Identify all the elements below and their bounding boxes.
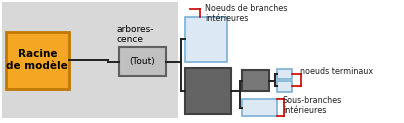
- FancyBboxPatch shape: [277, 81, 292, 92]
- FancyBboxPatch shape: [185, 68, 231, 114]
- FancyBboxPatch shape: [185, 17, 227, 62]
- FancyBboxPatch shape: [6, 32, 69, 89]
- FancyBboxPatch shape: [2, 2, 178, 118]
- Text: Racine
de modèle: Racine de modèle: [6, 49, 68, 71]
- Text: Sous-branches
intérieures: Sous-branches intérieures: [283, 96, 342, 115]
- FancyBboxPatch shape: [242, 70, 269, 91]
- Text: arbores-
cence: arbores- cence: [116, 25, 154, 44]
- FancyBboxPatch shape: [242, 99, 277, 116]
- Text: noeuds terminaux: noeuds terminaux: [300, 67, 373, 77]
- Text: Noeuds de branches
intérieures: Noeuds de branches intérieures: [205, 4, 288, 23]
- Text: (Tout): (Tout): [130, 57, 155, 66]
- FancyBboxPatch shape: [277, 69, 292, 79]
- FancyBboxPatch shape: [119, 47, 166, 76]
